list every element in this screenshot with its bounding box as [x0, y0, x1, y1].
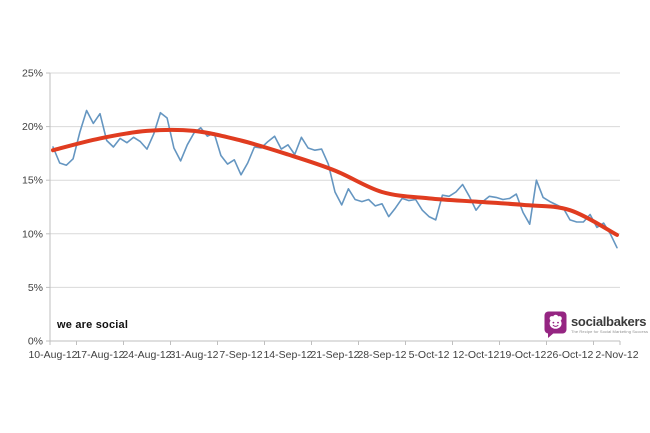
y-tick-label: 0%	[28, 336, 43, 348]
x-tick-label: 17-Aug-12	[75, 349, 124, 361]
y-tick-label: 5%	[28, 282, 43, 294]
x-tick-label: 26-Oct-12	[547, 349, 594, 361]
socialbakers-chef-icon	[544, 311, 567, 338]
series-smoothed_trend	[51, 127, 619, 237]
x-tick-label: 14-Sep-12	[263, 349, 312, 361]
socialbakers-logo: socialbakers The Recipe for Social Marke…	[544, 311, 648, 338]
socialbakers-tagline: The Recipe for Social Marketing Success	[571, 328, 649, 334]
y-tick-label: 25%	[22, 68, 43, 80]
y-tick-label: 15%	[22, 175, 43, 187]
x-tick-label: 5-Oct-12	[409, 349, 450, 361]
engagement-line-chart: 0% 5% 10% 15% 20% 25% 10-Aug-1217-Aug-1224-Aug…	[22, 68, 639, 362]
series-daily_engagement_rate	[52, 109, 618, 249]
x-tick-label: 2-Nov-12	[595, 349, 638, 361]
x-tick-label: 31-Aug-12	[169, 349, 218, 361]
we-are-social-label: we are social	[57, 319, 129, 331]
x-tick-label: 10-Aug-12	[28, 349, 77, 361]
x-tick-label: 28-Sep-12	[357, 349, 406, 361]
x-tick-label: 7-Sep-12	[219, 349, 262, 361]
x-tick-label: 19-Oct-12	[500, 349, 547, 361]
socialbakers-wordmark: socialbakers	[571, 314, 647, 330]
x-tick-label: 24-Aug-12	[122, 349, 171, 361]
y-tick-label: 10%	[22, 228, 43, 240]
x-tick-label: 21-Sep-12	[310, 349, 359, 361]
x-tick-label: 12-Oct-12	[453, 349, 500, 361]
y-tick-label: 20%	[22, 121, 43, 133]
